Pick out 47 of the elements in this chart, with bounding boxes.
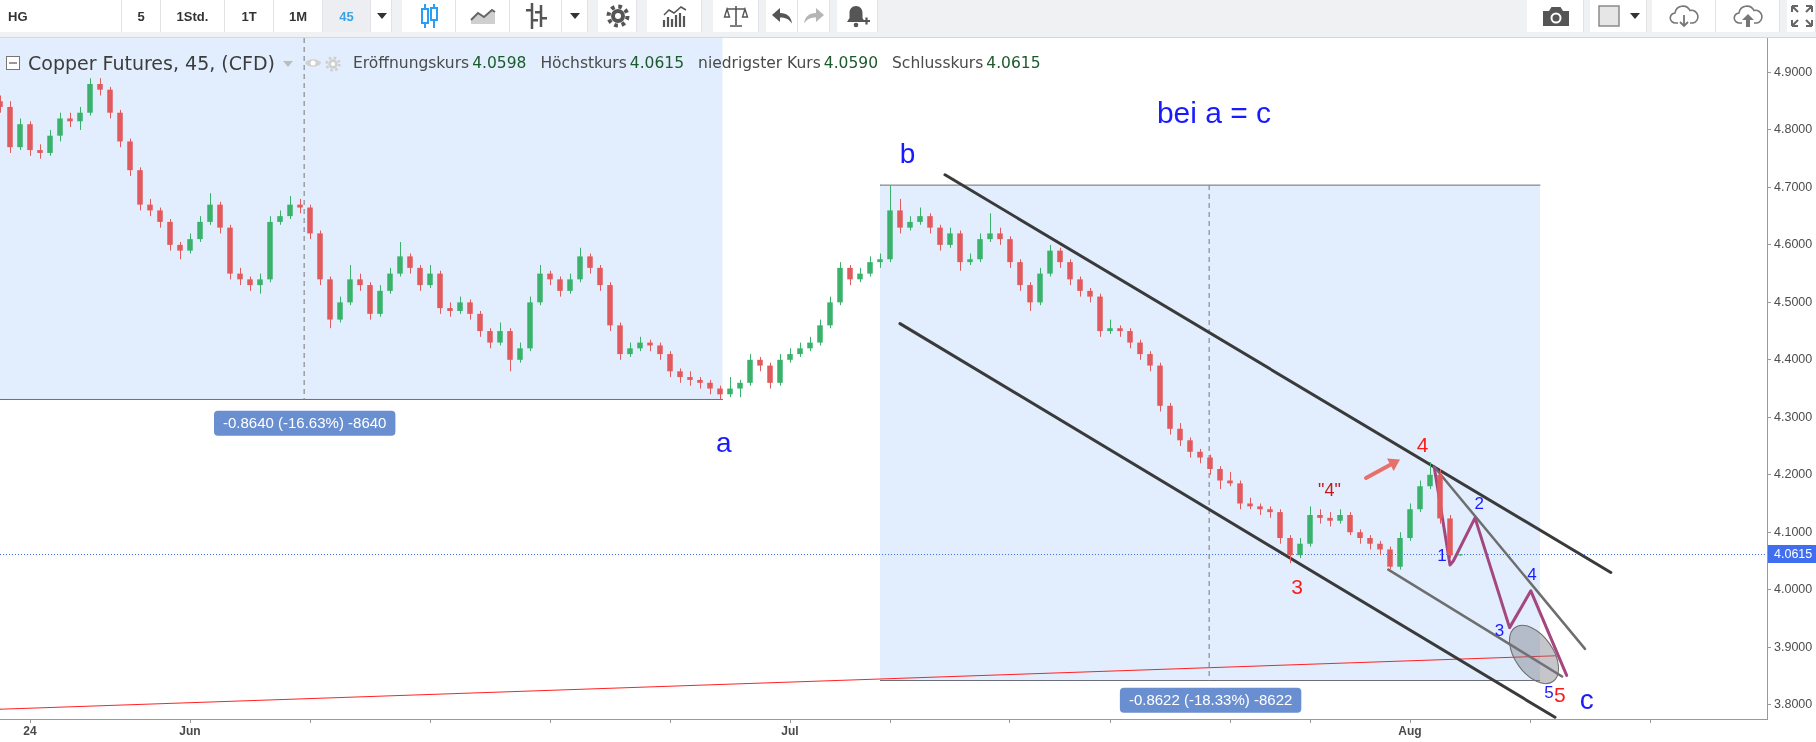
annotation: 4.0615 [986,53,1041,73]
symbol-field: HG [0,0,122,32]
y-tick-label: 4.7000 [1774,179,1813,194]
ref-line-label: 4.0615 [1774,547,1813,562]
annotation: 4 [1416,432,1429,456]
annotation: 1 [1437,546,1447,566]
annotation: "4" [1318,479,1341,500]
annotation: a [715,426,732,458]
interval-button: 1M [274,0,323,32]
x-tick-label: Jun [179,723,201,738]
annotation: 3 [1291,575,1304,599]
y-tick-label: 4.9000 [1774,64,1813,79]
annotation: Eröffnungskurs [353,53,470,73]
x-tick-label: Aug [1398,723,1422,738]
annotation: 4 [1527,565,1537,585]
annotation: 5 [1554,682,1566,706]
annotation: 3 [1494,620,1505,640]
text: Copper Futures, 45, (CFD) [28,51,275,75]
y-tick-label: 4.5000 [1774,294,1813,309]
interval-button: 5 [122,0,161,32]
interval-button: 1Std. [161,0,225,32]
y-tick-label: 4.8000 [1774,122,1813,137]
x-tick-label: 24 [23,723,37,738]
annotation: 2 [1474,493,1485,513]
annotation: bei a = c [1156,96,1272,130]
annotation: 4.0615 [629,53,685,73]
annotation: -0.8640 (-16.63%) -8640 [222,414,387,432]
annotation: 4.0598 [472,53,527,73]
annotation: 5 [1544,683,1554,703]
y-tick-label: 3.8000 [1774,697,1813,712]
annotation: -0.8622 (-18.33%) -8622 [1128,691,1293,709]
annotation: 4.0590 [823,53,879,73]
annotation: Höchstkurs [540,53,627,73]
annotation: Schlusskurs [892,53,984,73]
y-tick-label: 4.2000 [1774,467,1813,482]
interval-button: 1T [225,0,274,32]
y-tick-label: 4.0000 [1774,582,1813,597]
interval-button: 45 [323,0,371,32]
y-tick-label: 4.1000 [1774,524,1813,539]
y-tick-label: 4.6000 [1774,237,1813,252]
x-tick-label: Jul [781,723,799,738]
annotation: niedrigster Kurs [698,53,821,73]
y-tick-label: 4.4000 [1774,352,1813,367]
annotation: b [899,138,916,170]
y-tick-label: 3.9000 [1774,639,1813,654]
y-tick-label: 4.3000 [1774,409,1813,424]
annotation: c [1579,683,1594,715]
